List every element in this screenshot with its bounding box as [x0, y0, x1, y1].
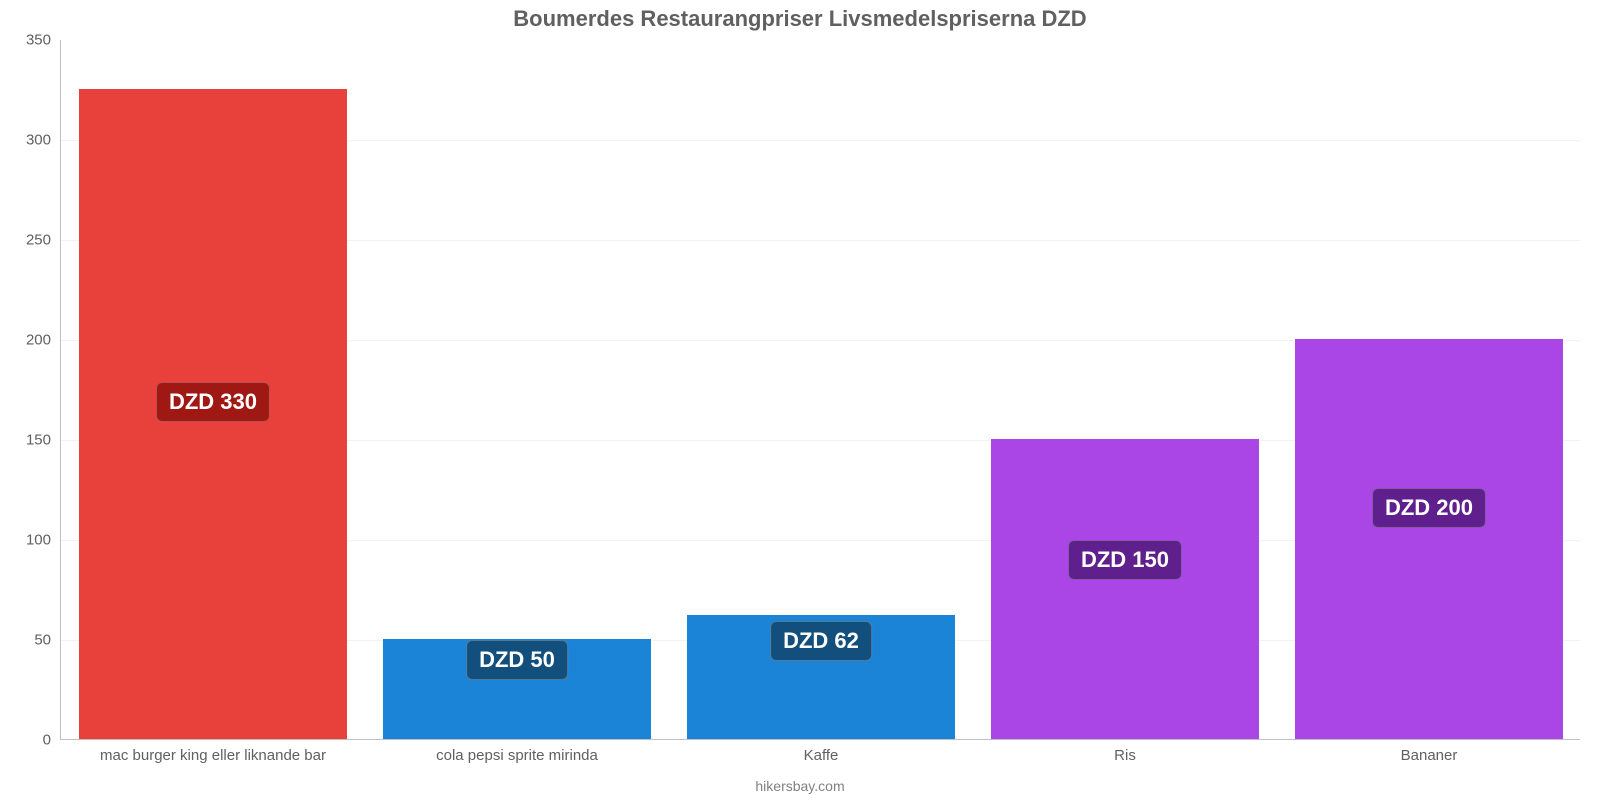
price-bar-chart: Boumerdes Restaurangpriser Livsmedelspri… [0, 0, 1600, 800]
x-tick-label: Bananer [1401, 739, 1458, 764]
y-tick-label: 300 [26, 132, 61, 149]
bar [991, 439, 1259, 739]
plot-area: 050100150200250300350mac burger king ell… [60, 40, 1580, 740]
plot-inner: 050100150200250300350mac burger king ell… [60, 40, 1580, 740]
x-tick-label: Ris [1114, 739, 1136, 764]
y-tick-label: 250 [26, 232, 61, 249]
chart-title: Boumerdes Restaurangpriser Livsmedelspri… [0, 6, 1600, 32]
y-tick-label: 350 [26, 32, 61, 49]
x-tick-label: mac burger king eller liknande bar [100, 739, 326, 764]
y-tick-label: 100 [26, 532, 61, 549]
value-badge: DZD 200 [1372, 488, 1486, 528]
y-tick-label: 150 [26, 432, 61, 449]
value-badge: DZD 330 [156, 382, 270, 422]
value-badge: DZD 62 [770, 621, 872, 661]
y-tick-label: 0 [43, 732, 61, 749]
y-tick-label: 50 [34, 632, 61, 649]
value-badge: DZD 150 [1068, 540, 1182, 580]
value-badge: DZD 50 [466, 640, 568, 680]
y-tick-label: 200 [26, 332, 61, 349]
attribution-text: hikersbay.com [0, 778, 1600, 794]
bar [1295, 339, 1563, 739]
x-tick-label: Kaffe [804, 739, 839, 764]
x-tick-label: cola pepsi sprite mirinda [436, 739, 598, 764]
